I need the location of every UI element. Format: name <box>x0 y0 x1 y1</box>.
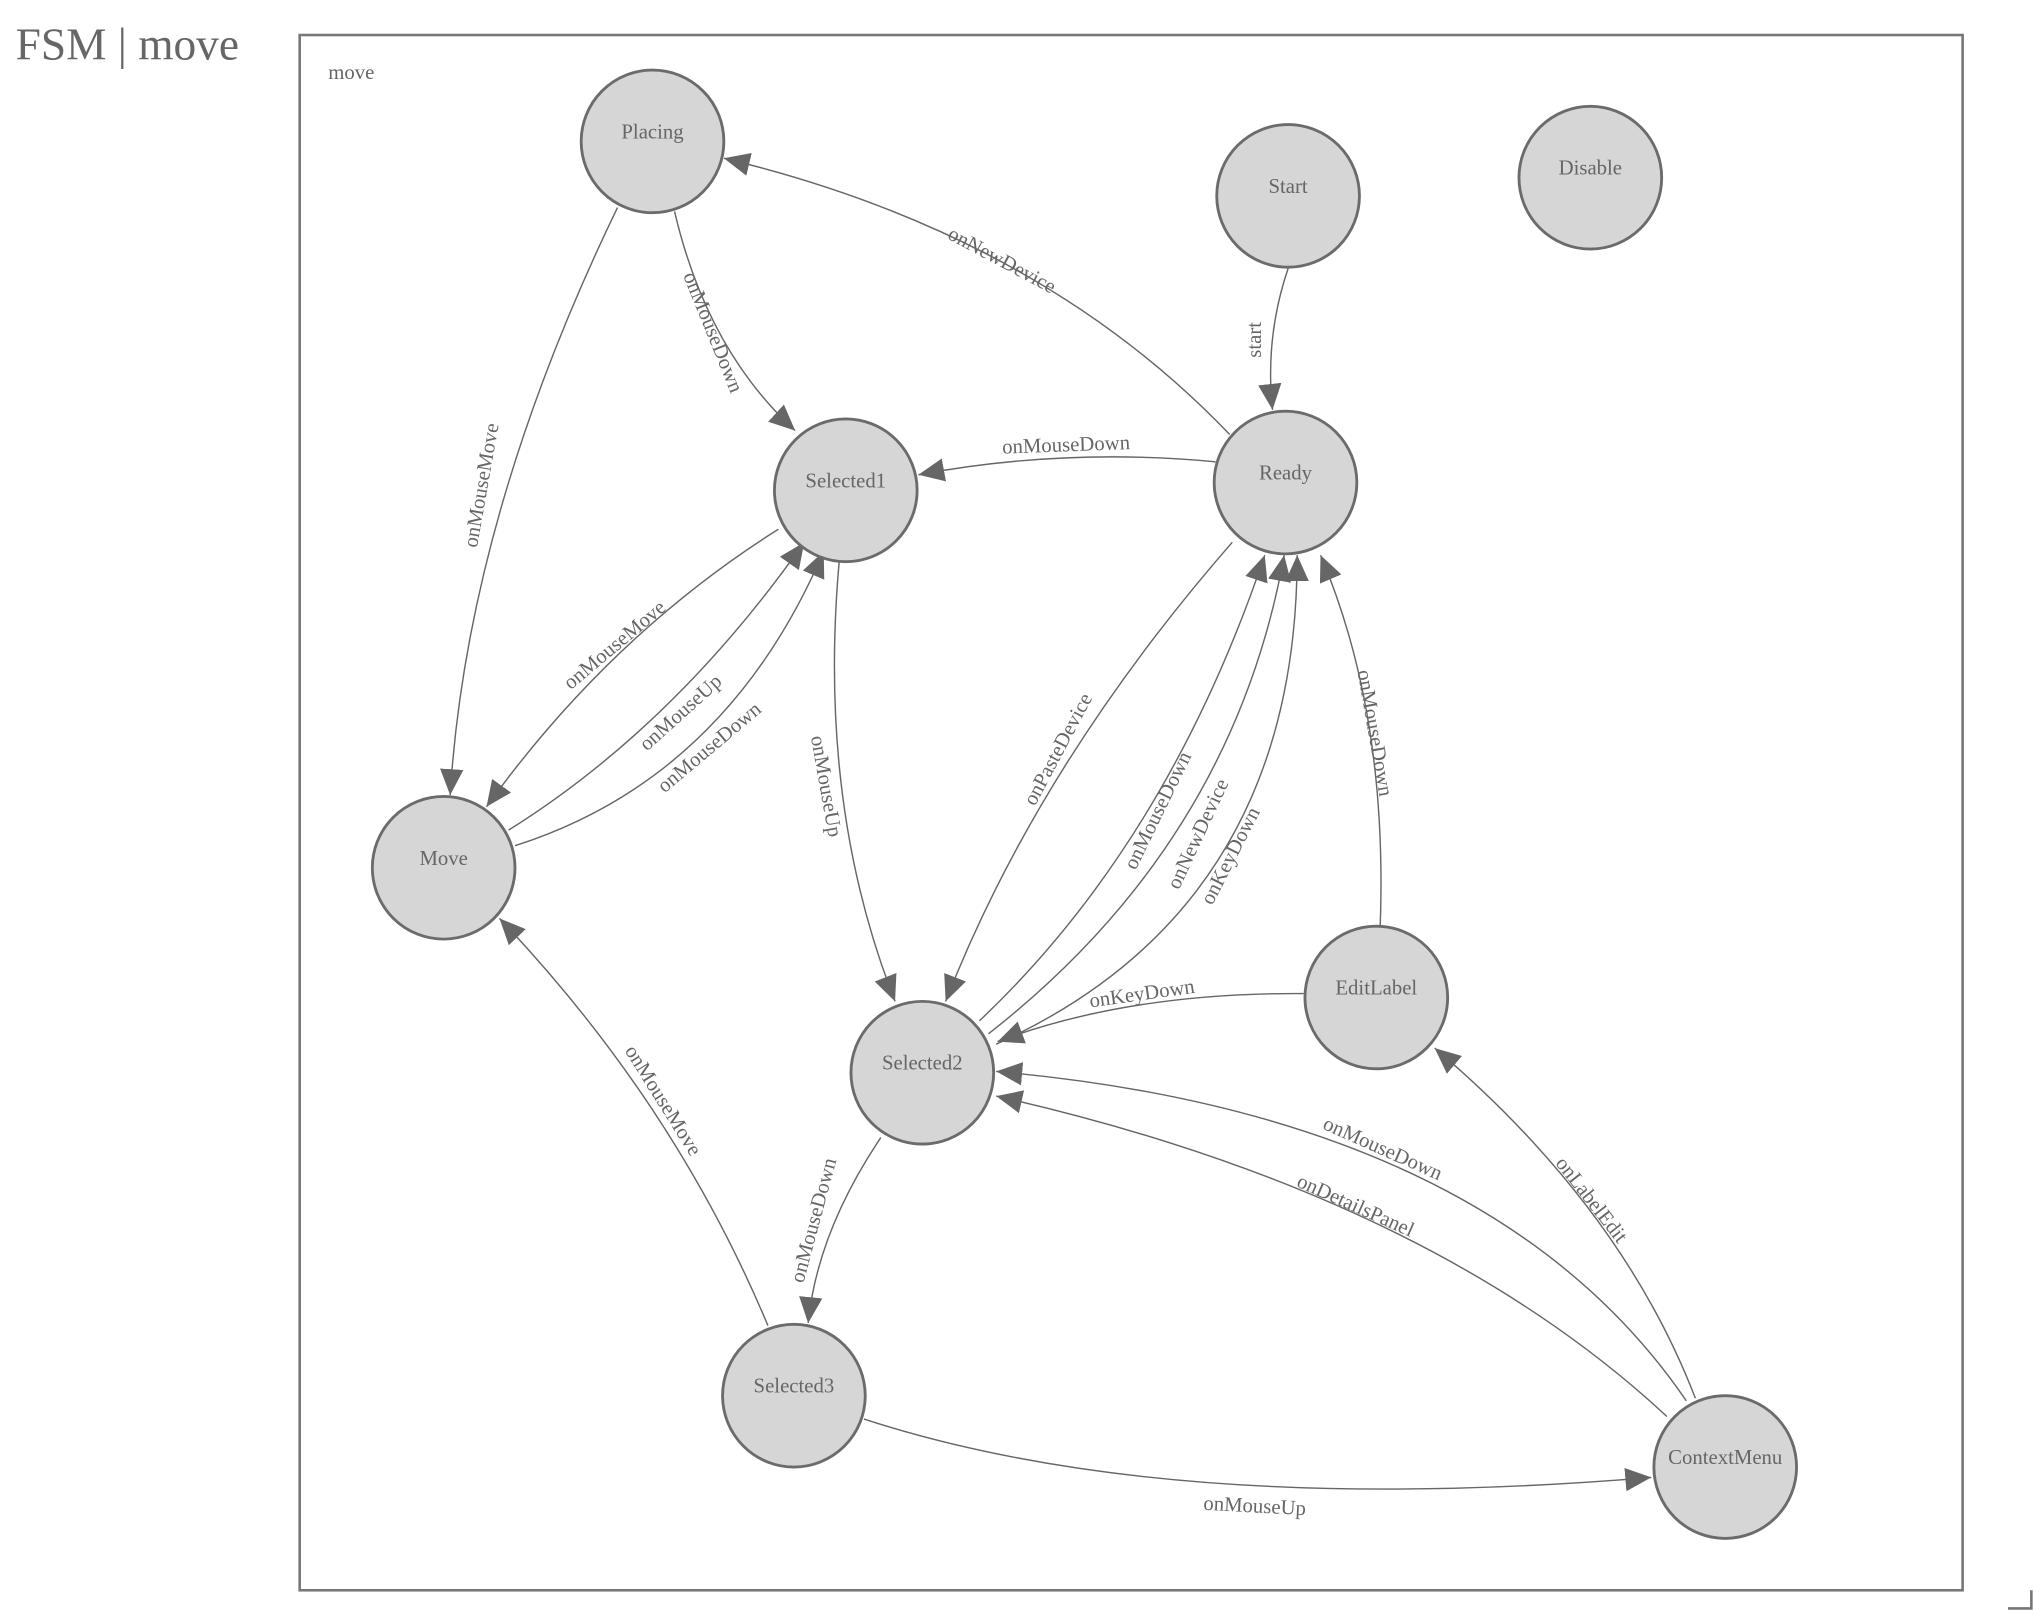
transition-arrow <box>833 560 897 1002</box>
state-selected1[interactable]: Selected1 <box>773 417 919 564</box>
transition-arrow <box>995 555 1309 1045</box>
transition-contextmenu-to-selected2: onMouseDown <box>996 1062 1687 1402</box>
state-label: Start <box>1268 176 1307 198</box>
state-circle[interactable] <box>1303 924 1450 1071</box>
transition-label: onMouseMove <box>560 596 670 694</box>
state-circle[interactable] <box>1212 409 1359 556</box>
state-circle[interactable] <box>849 999 996 1146</box>
transition-arrow <box>996 1090 1668 1417</box>
state-circle[interactable] <box>370 795 517 941</box>
transition-arrow <box>944 541 1233 1002</box>
state-label: Disable <box>1559 158 1622 180</box>
transition-contextmenu-to-selected2: onDetailsPanel <box>996 1090 1668 1417</box>
transition-ready-to-placing: onNewDevice <box>723 152 1231 436</box>
state-machine-frame <box>298 33 1964 1592</box>
state-circle[interactable] <box>579 68 726 215</box>
state-circle[interactable] <box>773 417 919 564</box>
transition-arrow <box>723 152 1231 436</box>
transition-arrow <box>1434 1047 1697 1399</box>
transition-arrow <box>673 211 796 432</box>
state-contextmenu[interactable]: ContextMenu <box>1652 1394 1798 1540</box>
transition-label: onMouseUp <box>806 734 845 839</box>
transition-arrow <box>485 528 779 808</box>
transition-label: onMouseDown <box>678 269 747 396</box>
state-label: Ready <box>1259 463 1313 485</box>
transition-arrow <box>440 207 619 796</box>
transition-label: onMouseMove <box>460 422 503 550</box>
state-label: Selected2 <box>882 1053 963 1075</box>
state-placing[interactable]: Placing <box>579 68 726 215</box>
transition-arrow <box>799 1137 882 1324</box>
transition-selected3-to-move: onMouseMove <box>498 917 769 1326</box>
state-label: EditLabel <box>1335 977 1417 999</box>
transition-selected3-to-contextmenu: onMouseUp <box>863 1418 1652 1520</box>
transition-label: onDetailsPanel <box>1294 1170 1418 1241</box>
transition-label: onLabelEdit <box>1551 1153 1632 1248</box>
transition-label: start <box>1244 322 1266 358</box>
transition-label: onMouseMove <box>620 1042 705 1160</box>
transition-selected1-to-move: onMouseMove <box>485 528 779 808</box>
transition-arrow <box>988 555 1292 1035</box>
state-circle[interactable] <box>1652 1394 1798 1540</box>
transition-placing-to-selected1: onMouseDown <box>673 211 796 432</box>
transition-label: onMouseUp <box>1203 1493 1307 1520</box>
page-title: FSM | move <box>16 20 239 70</box>
state-circle[interactable] <box>721 1322 867 1469</box>
state-label: ContextMenu <box>1668 1447 1783 1469</box>
resize-handle[interactable] <box>2008 1590 2033 1610</box>
transition-arrow <box>996 1062 1687 1402</box>
frame-label: move <box>328 62 374 84</box>
transition-arrow <box>498 917 769 1326</box>
state-label: Move <box>419 848 467 870</box>
state-circle[interactable] <box>1517 104 1664 251</box>
state-label: Selected3 <box>754 1376 835 1398</box>
transition-ready-to-selected1: onMouseDown <box>918 432 1216 482</box>
transition-label: onNewDevice <box>944 223 1059 298</box>
transition-label: onMouseDown <box>1320 1113 1446 1185</box>
state-disable[interactable]: Disable <box>1517 104 1664 251</box>
state-editlabel[interactable]: EditLabel <box>1303 924 1450 1071</box>
transition-label: onMouseDown <box>1002 432 1131 458</box>
transition-contextmenu-to-editlabel: onLabelEdit <box>1434 1047 1697 1399</box>
state-selected3[interactable]: Selected3 <box>721 1322 867 1469</box>
transition-selected1-to-selected2: onMouseUp <box>806 560 897 1002</box>
transition-start-to-ready: start <box>1244 268 1289 410</box>
transition-placing-to-move: onMouseMove <box>440 207 619 796</box>
transition-arrow <box>514 550 825 847</box>
transition-arrow <box>1319 554 1382 927</box>
transition-selected2-to-selected3: onMouseDown <box>787 1137 882 1324</box>
transition-label: onMouseDown <box>787 1155 842 1285</box>
state-circle[interactable] <box>1215 123 1361 269</box>
transition-arrow <box>863 1418 1652 1492</box>
transition-editlabel-to-ready: onMouseDown <box>1319 554 1396 927</box>
state-move[interactable]: Move <box>370 795 517 941</box>
transition-label: onMouseDown <box>1352 668 1396 798</box>
state-selected2[interactable]: Selected2 <box>849 999 996 1146</box>
transition-move-to-selected1: onMouseUp <box>508 541 805 831</box>
transition-editlabel-to-selected2: onKeyDown <box>997 976 1304 1044</box>
transition-arrow <box>918 456 1216 482</box>
state-start[interactable]: Start <box>1215 123 1361 269</box>
state-label: Selected1 <box>805 470 886 492</box>
transition-arrow <box>997 992 1304 1044</box>
transition-arrow <box>978 554 1268 1022</box>
state-ready[interactable]: Ready <box>1212 409 1359 556</box>
state-label: Placing <box>621 121 683 143</box>
transition-arrow <box>508 541 805 831</box>
transition-move-to-selected1: onMouseDown <box>514 550 825 847</box>
transition-label: onPasteDevice <box>1020 690 1097 809</box>
transition-arrow <box>1258 268 1289 410</box>
